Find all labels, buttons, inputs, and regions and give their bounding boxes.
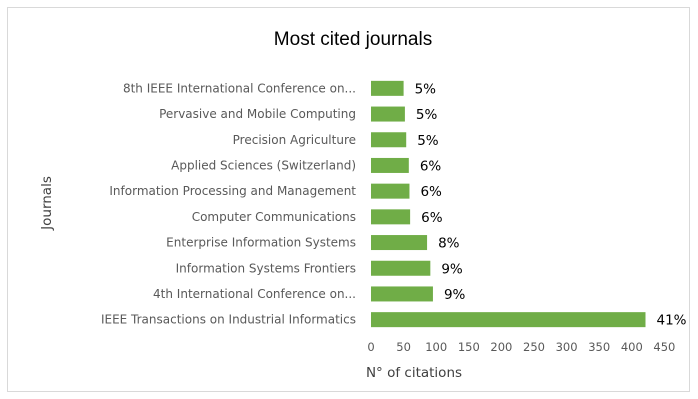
category-label: Pervasive and Mobile Computing xyxy=(159,107,356,121)
x-tick-label: 300 xyxy=(556,340,578,354)
data-label: 9% xyxy=(441,261,463,277)
y-axis-label: Journals xyxy=(39,176,55,231)
bar xyxy=(371,235,428,251)
x-tick-label: 350 xyxy=(588,340,610,354)
category-label: IEEE Transactions on Industrial Informat… xyxy=(101,313,356,327)
data-label: 6% xyxy=(421,210,443,226)
category-label: 8th IEEE International Conference on... xyxy=(123,81,356,95)
x-tick-label: 150 xyxy=(458,340,480,354)
x-tick-label: 100 xyxy=(425,340,447,354)
bar xyxy=(371,209,411,225)
bars xyxy=(371,80,646,328)
bar xyxy=(371,286,433,302)
data-label: 5% xyxy=(416,107,438,123)
chart-frame: Most cited journals 8th IEEE Internation… xyxy=(7,7,690,392)
data-label: 9% xyxy=(444,287,466,303)
category-label: Information Systems Frontiers xyxy=(176,261,356,275)
x-tick-label: 200 xyxy=(490,340,512,354)
x-tick-label: 0 xyxy=(367,340,374,354)
category-label: Enterprise Information Systems xyxy=(166,236,356,250)
bar xyxy=(371,183,410,199)
category-labels: 8th IEEE International Conference on... P… xyxy=(101,81,356,326)
bar xyxy=(371,312,646,328)
category-label: Information Processing and Management xyxy=(109,184,356,198)
x-axis-label: N° of citations xyxy=(366,365,462,381)
data-label: 5% xyxy=(415,81,437,97)
category-label: 4th International Conference on... xyxy=(153,287,356,301)
bar xyxy=(371,157,409,173)
category-label: Precision Agriculture xyxy=(233,133,356,147)
bar xyxy=(371,260,431,276)
data-label: 8% xyxy=(438,236,460,252)
x-tick-label: 450 xyxy=(653,340,675,354)
bar xyxy=(371,132,407,148)
x-tick-labels: 0 50 100 150 200 250 300 350 400 450 xyxy=(367,340,675,354)
data-label: 5% xyxy=(417,133,439,149)
bar xyxy=(371,106,405,122)
data-labels: 5% 5% 5% 6% 6% 6% 8% 9% 9% 41% xyxy=(415,81,687,328)
category-label: Computer Communications xyxy=(192,210,356,224)
x-tick-label: 250 xyxy=(523,340,545,354)
bar xyxy=(371,80,404,96)
data-label: 41% xyxy=(656,313,686,329)
category-label: Applied Sciences (Switzerland) xyxy=(171,158,356,172)
data-label: 6% xyxy=(420,184,442,200)
data-label: 6% xyxy=(420,158,442,174)
chart-title: Most cited journals xyxy=(274,29,432,50)
x-tick-label: 50 xyxy=(396,340,411,354)
bar-chart: Most cited journals 8th IEEE Internation… xyxy=(39,29,687,381)
x-tick-label: 400 xyxy=(621,340,643,354)
